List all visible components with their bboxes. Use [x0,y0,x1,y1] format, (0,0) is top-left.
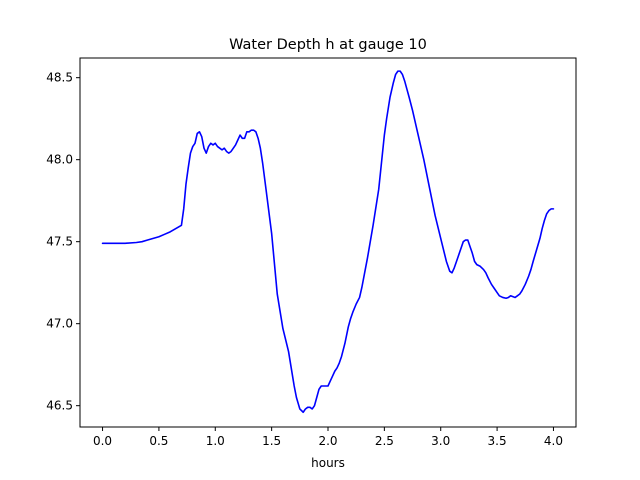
x-tick-label: 4.0 [544,434,563,448]
y-axis: 46.5 47.0 47.5 48.0 48.5 [46,71,80,413]
x-tick-label: 3.5 [488,434,507,448]
x-tick-label: 1.0 [206,434,225,448]
series-line [101,70,555,414]
x-tick-label: 3.0 [431,434,450,448]
y-tick-label: 47.5 [46,235,73,249]
y-tick-label: 47.0 [46,317,73,331]
x-tick-label: 2.0 [318,434,337,448]
chart-title: Water Depth h at gauge 10 [229,37,427,53]
x-tick-label: 0.5 [149,434,168,448]
x-tick-label: 1.5 [262,434,281,448]
x-tick-label: 2.5 [375,434,394,448]
x-axis-label: hours [311,456,345,470]
y-tick-label: 48.5 [46,71,73,85]
y-tick-label: 46.5 [46,399,73,413]
x-axis: 0.0 0.5 1.0 1.5 2.0 2.5 3.0 3.5 4.0 [93,427,563,448]
x-tick-label: 0.0 [93,434,112,448]
y-tick-label: 48.0 [46,153,73,167]
series-layer [101,70,555,414]
plot-area [80,58,576,427]
